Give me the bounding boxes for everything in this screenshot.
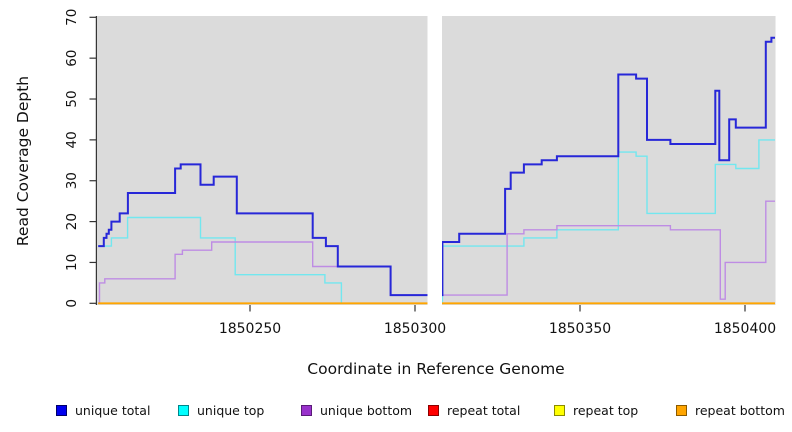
svg-text:0: 0	[64, 299, 80, 308]
y-axis-title: Read Coverage Depth	[14, 75, 32, 247]
svg-text:1850300: 1850300	[384, 321, 446, 337]
legend-label: unique total	[75, 402, 151, 418]
legend-label: unique bottom	[320, 402, 413, 418]
legend-item-unique-top: unique top	[178, 401, 264, 419]
svg-text:10: 10	[64, 254, 80, 271]
repeat-bottom-swatch-icon	[676, 404, 687, 416]
legend-item-repeat-bottom: repeat bottom	[676, 401, 785, 419]
coverage-plot-canvas: 0 10 20 30 40 50 60 70 1850250 1850300 1850350 1850…	[64, 9, 776, 337]
svg-text:1850250: 1850250	[219, 321, 281, 337]
unique-total-swatch-icon	[56, 404, 67, 416]
unique-top-swatch-icon	[178, 404, 189, 416]
legend-label: repeat bottom	[695, 402, 785, 418]
unique-bottom-swatch-icon	[301, 404, 312, 416]
legend: unique total unique top unique bottom re…	[0, 401, 792, 421]
repeat-top-swatch-icon	[554, 404, 565, 416]
legend-item-repeat-total: repeat total	[428, 401, 520, 419]
svg-text:20: 20	[64, 213, 80, 230]
x-axis-title: Coordinate in Reference Genome	[307, 360, 565, 378]
svg-text:60: 60	[64, 50, 80, 67]
svg-text:70: 70	[64, 9, 80, 26]
svg-text:30: 30	[64, 172, 80, 189]
legend-label: repeat total	[447, 402, 521, 418]
legend-label: unique top	[197, 402, 265, 418]
svg-text:50: 50	[64, 90, 80, 107]
svg-text:40: 40	[64, 131, 80, 148]
svg-text:1850400: 1850400	[714, 321, 776, 337]
legend-item-unique-total: unique total	[56, 401, 150, 419]
legend-item-unique-bottom: unique bottom	[301, 401, 412, 419]
legend-item-repeat-top: repeat top	[554, 401, 638, 419]
repeat-total-swatch-icon	[428, 404, 439, 416]
svg-text:1850350: 1850350	[549, 321, 611, 337]
legend-label: repeat top	[573, 402, 639, 418]
